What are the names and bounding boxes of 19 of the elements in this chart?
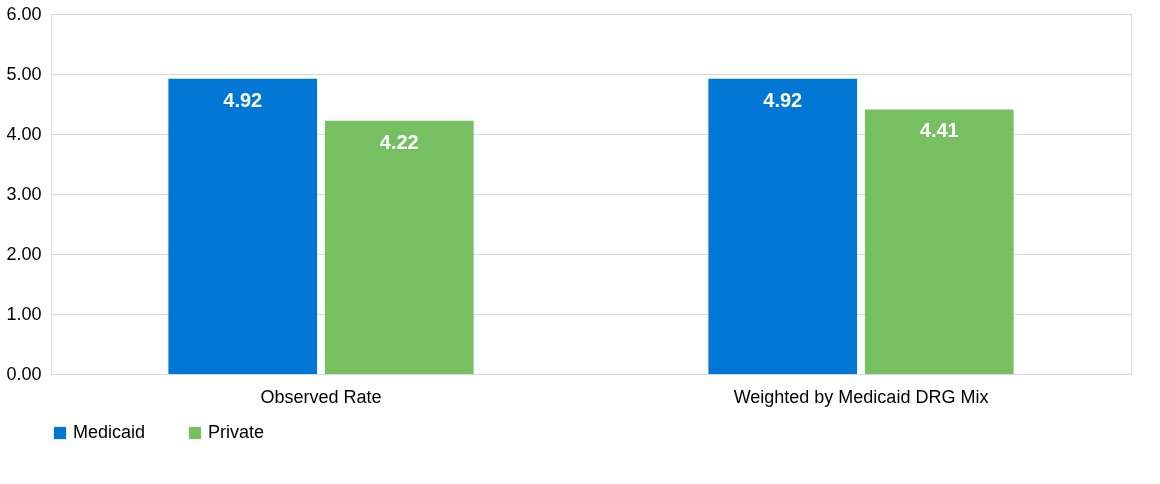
bar — [864, 109, 1014, 374]
y-tick-label: 0.00 — [6, 363, 42, 384]
data-label: 4.22 — [379, 130, 419, 153]
y-tick-label: 3.00 — [6, 183, 42, 204]
legend-label: Medicaid — [73, 422, 146, 442]
data-label: 4.92 — [763, 88, 803, 111]
data-label: 4.92 — [223, 88, 263, 111]
bar — [324, 120, 474, 374]
y-tick-label: 6.00 — [6, 3, 42, 24]
y-tick-label: 2.00 — [6, 243, 42, 264]
data-label: 4.41 — [919, 119, 959, 142]
y-tick-label: 1.00 — [6, 303, 42, 324]
legend-label: Private — [208, 422, 265, 442]
y-tick-label: 4.00 — [6, 123, 42, 144]
x-tick-label: Weighted by Medicaid DRG Mix — [733, 386, 989, 407]
bar — [708, 78, 858, 374]
y-tick-label: 5.00 — [6, 63, 42, 84]
bar — [168, 78, 318, 374]
x-tick-label: Observed Rate — [260, 386, 382, 407]
